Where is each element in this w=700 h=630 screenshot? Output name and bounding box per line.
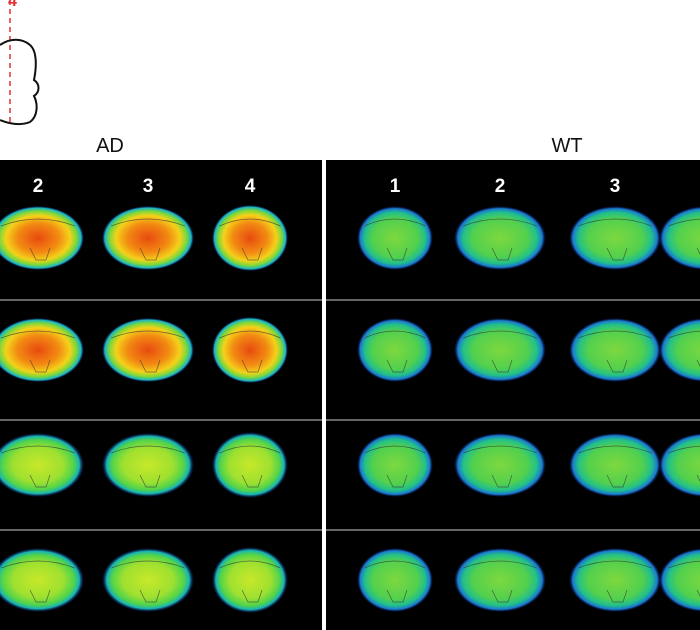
region-outline [668, 218, 700, 255]
region-outline [463, 445, 537, 488]
region-outline [578, 330, 652, 373]
brain-slice [454, 206, 546, 270]
column-label: 4 [245, 176, 256, 197]
region-outline [364, 218, 426, 261]
region-outline [111, 218, 185, 261]
region-outline [111, 445, 185, 488]
region-outline [463, 330, 537, 373]
region-outline [219, 445, 281, 488]
region-outline [364, 445, 426, 488]
region-outline [364, 560, 426, 603]
brain-slice [659, 548, 700, 612]
brain-slice [659, 433, 700, 497]
brain-slice [569, 433, 661, 497]
column-label: 3 [143, 176, 154, 197]
region-outline [1, 330, 75, 373]
brain-slice [102, 318, 194, 382]
region-outline [668, 445, 700, 482]
brain-slice [212, 547, 288, 613]
brain-slice [212, 205, 288, 271]
brain-slice [102, 206, 194, 270]
brain-slice [569, 206, 661, 270]
column-label: 1 [390, 176, 401, 197]
brain-slice [454, 318, 546, 382]
region-outline [111, 330, 185, 373]
group-label: AD [96, 135, 124, 157]
brain-slice [569, 548, 661, 612]
brain-slice [102, 548, 194, 612]
slice-marker: 4 [8, 0, 17, 10]
brain-outline [0, 38, 40, 126]
brain-slice [212, 317, 288, 383]
brain-slice [357, 206, 433, 270]
brain-slice [454, 548, 546, 612]
brain-slice [102, 433, 194, 497]
region-outline [668, 330, 700, 367]
region-outline [1, 445, 75, 488]
column-label: 2 [33, 176, 44, 197]
region-outline [578, 445, 652, 488]
region-outline [578, 560, 652, 603]
brain-slice [357, 548, 433, 612]
region-outline [219, 218, 281, 261]
brain-slice [357, 433, 433, 497]
column-label: 3 [610, 176, 621, 197]
group-label: WT [551, 135, 582, 157]
region-outline [364, 330, 426, 373]
region-outline [463, 218, 537, 261]
column-label: 2 [495, 176, 506, 197]
brain-slice [454, 433, 546, 497]
region-outline [578, 218, 652, 261]
region-outline [219, 560, 281, 603]
brain-slice [659, 318, 700, 382]
region-outline [463, 560, 537, 603]
region-outline [668, 560, 700, 597]
brain-slice [659, 206, 700, 270]
brain-slice [357, 318, 433, 382]
region-outline [111, 560, 185, 603]
region-outline [219, 330, 281, 373]
region-outline [1, 218, 75, 261]
region-outline [1, 560, 75, 603]
brain-slice [569, 318, 661, 382]
brain-slice [212, 432, 288, 498]
